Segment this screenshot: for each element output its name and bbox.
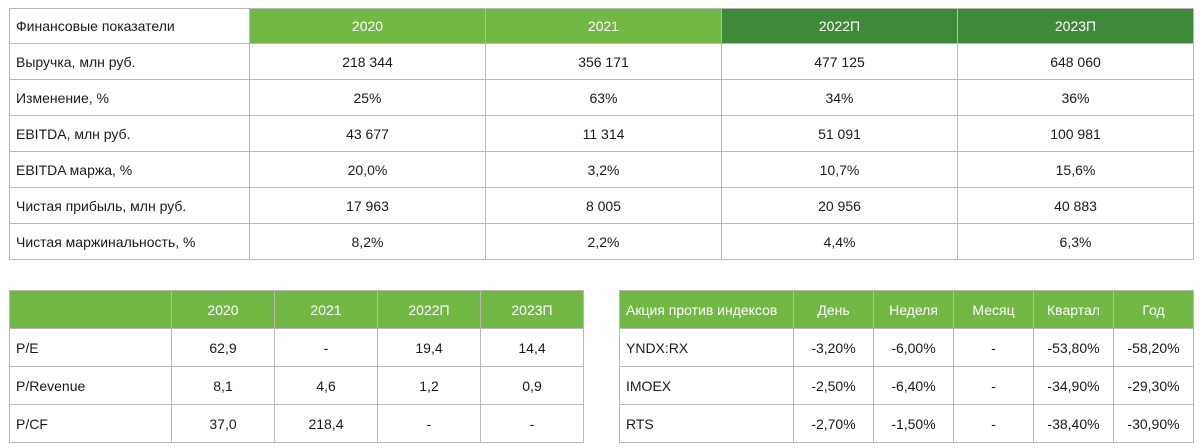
cell-value: -2,70% xyxy=(793,404,874,443)
table-row: P/CF 37,0 218,4 - - xyxy=(9,404,584,443)
cell-value: 11 314 xyxy=(485,115,722,152)
cell-value: -53,80% xyxy=(1033,328,1114,367)
row-label: P/CF xyxy=(9,404,172,443)
cell-value: 14,4 xyxy=(480,328,584,367)
cell-value: 0,9 xyxy=(480,366,584,405)
table-row: Изменение, % 25% 63% 34% 36% xyxy=(9,79,1194,116)
cell-value: 8 005 xyxy=(485,187,722,224)
cell-value: -38,40% xyxy=(1033,404,1114,443)
cell-value: 100 981 xyxy=(957,115,1194,152)
header-label-cell: Акция против индексов xyxy=(619,290,794,329)
header-year-2023f: 2023П xyxy=(480,290,584,329)
cell-value: 43 677 xyxy=(249,115,486,152)
cell-value: 36% xyxy=(957,79,1194,116)
cell-value: - xyxy=(953,366,1034,405)
table-row: IMOEX -2,50% -6,40% - -34,90% -29,30% xyxy=(619,366,1194,405)
cell-value: 8,1 xyxy=(171,366,275,405)
cell-value: -29,30% xyxy=(1113,366,1194,405)
cell-value: 4,6 xyxy=(274,366,378,405)
row-label: P/E xyxy=(9,328,172,367)
cell-value: 62,9 xyxy=(171,328,275,367)
table-row: RTS -2,70% -1,50% - -38,40% -30,90% xyxy=(619,404,1194,443)
row-label: YNDX:RX xyxy=(619,328,794,367)
row-label: IMOEX xyxy=(619,366,794,405)
stock-vs-indices-table: Акция против индексов День Неделя Месяц … xyxy=(619,290,1194,443)
header-label-cell xyxy=(9,290,172,329)
row-label: Выручка, млн руб. xyxy=(9,43,250,80)
cell-value: 15,6% xyxy=(957,151,1194,188)
cell-value: 20 956 xyxy=(721,187,958,224)
cell-value: 218,4 xyxy=(274,404,378,443)
cell-value: -3,20% xyxy=(793,328,874,367)
header-year-2021: 2021 xyxy=(485,8,722,44)
header-year-2023f: 2023П xyxy=(957,8,1194,44)
table-header-row: Акция против индексов День Неделя Месяц … xyxy=(619,290,1194,329)
cell-value: 51 091 xyxy=(721,115,958,152)
row-label: Чистая прибыль, млн руб. xyxy=(9,187,250,224)
cell-value: 3,2% xyxy=(485,151,722,188)
cell-value: -2,50% xyxy=(793,366,874,405)
cell-value: 19,4 xyxy=(377,328,481,367)
financial-indicators-table: Финансовые показатели 2020 2021 2022П 20… xyxy=(9,8,1194,260)
cell-value: 20,0% xyxy=(249,151,486,188)
cell-value: - xyxy=(953,328,1034,367)
row-label: RTS xyxy=(619,404,794,443)
cell-value: 4,4% xyxy=(721,223,958,260)
cell-value: -30,90% xyxy=(1113,404,1194,443)
cell-value: 37,0 xyxy=(171,404,275,443)
cell-value: 356 171 xyxy=(485,43,722,80)
cell-value: -6,40% xyxy=(873,366,954,405)
row-label: Чистая маржинальность, % xyxy=(9,223,250,260)
cell-value: 10,7% xyxy=(721,151,958,188)
table-row: EBITDA, млн руб. 43 677 11 314 51 091 10… xyxy=(9,115,1194,152)
cell-value: -58,20% xyxy=(1113,328,1194,367)
cell-value: 2,2% xyxy=(485,223,722,260)
table-row: EBITDA маржа, % 20,0% 3,2% 10,7% 15,6% xyxy=(9,151,1194,188)
cell-value: 40 883 xyxy=(957,187,1194,224)
table-row: YNDX:RX -3,20% -6,00% - -53,80% -58,20% xyxy=(619,328,1194,367)
table-row: Чистая маржинальность, % 8,2% 2,2% 4,4% … xyxy=(9,223,1194,260)
table-row: Выручка, млн руб. 218 344 356 171 477 12… xyxy=(9,43,1194,80)
cell-value: - xyxy=(274,328,378,367)
header-year-2021: 2021 xyxy=(274,290,378,329)
header-year-2020: 2020 xyxy=(171,290,275,329)
header-year-2022f: 2022П xyxy=(721,8,958,44)
cell-value: 63% xyxy=(485,79,722,116)
table-row: P/Revenue 8,1 4,6 1,2 0,9 xyxy=(9,366,584,405)
header-quarter: Квартал xyxy=(1033,290,1114,329)
header-month: Месяц xyxy=(953,290,1034,329)
cell-value: 477 125 xyxy=(721,43,958,80)
cell-value: -6,00% xyxy=(873,328,954,367)
row-label: Изменение, % xyxy=(9,79,250,116)
header-year: Год xyxy=(1113,290,1194,329)
cell-value: -1,50% xyxy=(873,404,954,443)
cell-value: 34% xyxy=(721,79,958,116)
table-header-row: Финансовые показатели 2020 2021 2022П 20… xyxy=(9,8,1194,44)
row-label: P/Revenue xyxy=(9,366,172,405)
header-year-2020: 2020 xyxy=(249,8,486,44)
table-row: P/E 62,9 - 19,4 14,4 xyxy=(9,328,584,367)
header-week: Неделя xyxy=(873,290,954,329)
table-header-row: 2020 2021 2022П 2023П xyxy=(9,290,584,329)
cell-value: 17 963 xyxy=(249,187,486,224)
cell-value: 8,2% xyxy=(249,223,486,260)
cell-value: 1,2 xyxy=(377,366,481,405)
cell-value: - xyxy=(480,404,584,443)
cell-value: 25% xyxy=(249,79,486,116)
row-label: EBITDA маржа, % xyxy=(9,151,250,188)
cell-value: 218 344 xyxy=(249,43,486,80)
cell-value: - xyxy=(953,404,1034,443)
cell-value: 648 060 xyxy=(957,43,1194,80)
header-year-2022f: 2022П xyxy=(377,290,481,329)
header-label-cell: Финансовые показатели xyxy=(9,8,250,44)
valuation-multiples-table: 2020 2021 2022П 2023П P/E 62,9 - 19,4 14… xyxy=(9,290,584,443)
table-row: Чистая прибыль, млн руб. 17 963 8 005 20… xyxy=(9,187,1194,224)
cell-value: -34,90% xyxy=(1033,366,1114,405)
cell-value: 6,3% xyxy=(957,223,1194,260)
cell-value: - xyxy=(377,404,481,443)
header-day: День xyxy=(793,290,874,329)
row-label: EBITDA, млн руб. xyxy=(9,115,250,152)
